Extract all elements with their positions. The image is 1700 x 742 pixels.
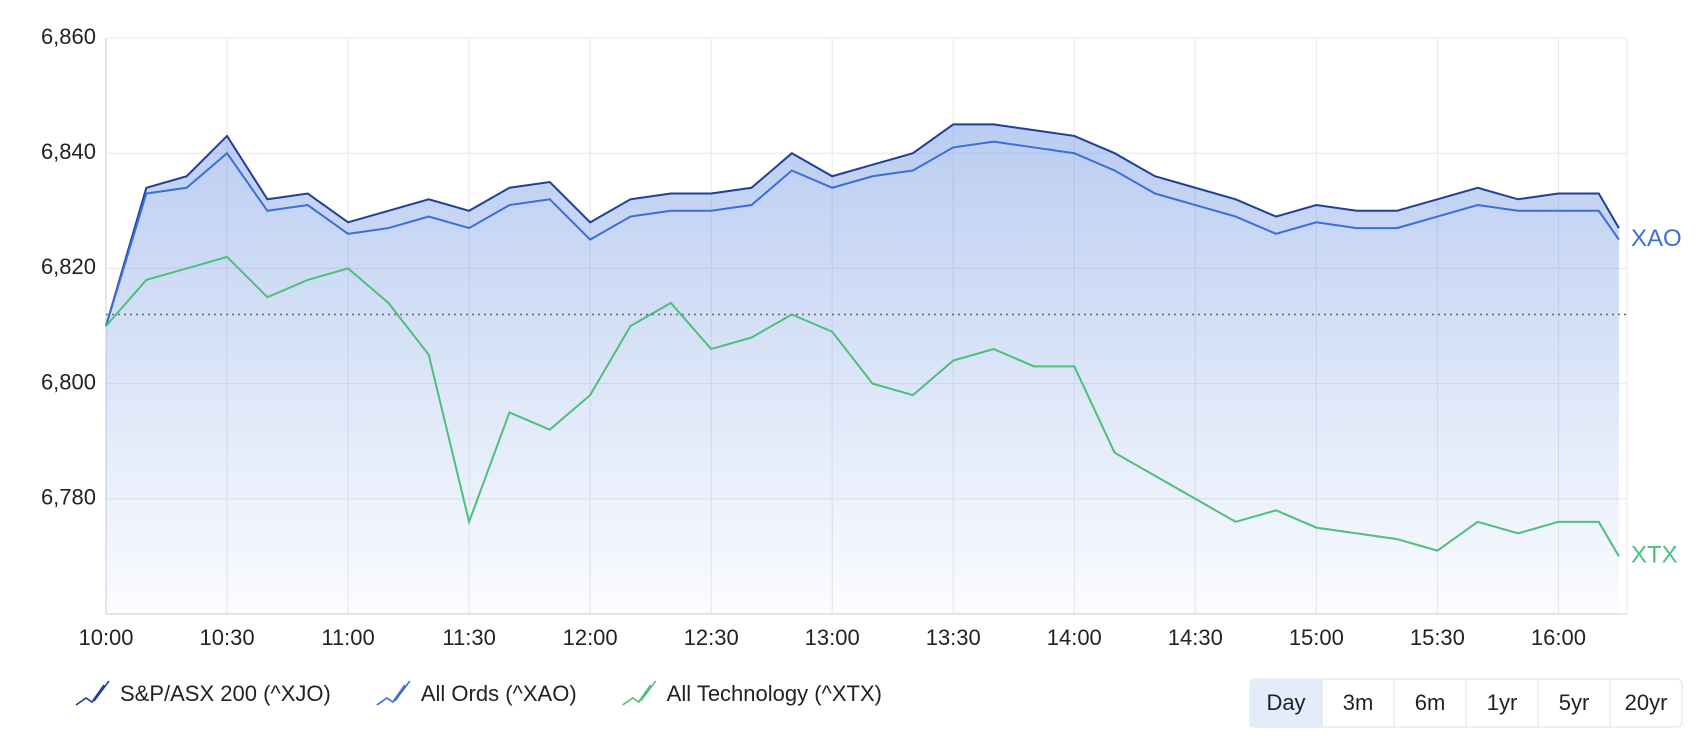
range-button[interactable]: Day [1250,679,1322,727]
range-button[interactable]: 1yr [1465,679,1538,727]
legend-label: S&P/ASX 200 (^XJO) [120,681,331,706]
range-button[interactable]: 20yr [1609,679,1682,727]
end-label: XTX [1631,542,1678,569]
y-tick-label: 6,860 [41,24,96,49]
x-tick-label: 15:30 [1410,625,1465,650]
x-tick-label: 10:30 [200,625,255,650]
x-tick-label: 12:30 [684,625,739,650]
range-button[interactable]: 3m [1321,679,1394,727]
x-tick-label: 15:00 [1289,625,1344,650]
x-tick-label: 12:00 [563,625,618,650]
range-label[interactable]: 3m [1343,690,1374,715]
x-tick-label: 11:30 [442,625,495,650]
x-tick-label: 16:00 [1531,625,1586,650]
legend-label: All Ords (^XAO) [421,681,577,706]
legend-icon [376,680,411,706]
line [105,255,1620,557]
line [105,123,1620,327]
range-label[interactable]: 5yr [1559,690,1590,715]
legend-label: All Technology (^XTX) [667,681,882,706]
y-tick-label: 6,800 [41,369,96,394]
x-tick-label: 11:00 [321,625,374,650]
legend-icon [75,680,110,706]
x-tick-label: 14:00 [1047,625,1102,650]
legend-icon [622,680,657,706]
range-button[interactable]: 6m [1393,679,1466,727]
x-tick-label: 13:30 [926,625,981,650]
range-button[interactable]: 5yr [1537,679,1610,727]
range-label[interactable]: 6m [1415,690,1446,715]
x-tick-label: 14:30 [1168,625,1223,650]
range-label[interactable]: 1yr [1487,690,1518,715]
y-tick-label: 6,780 [41,485,96,510]
range-button-bg[interactable] [1250,679,1322,727]
range-label[interactable]: Day [1266,690,1305,715]
x-tick-label: 10:00 [78,625,133,650]
range-label[interactable]: 20yr [1625,690,1668,715]
end-label: XAO [1631,225,1682,252]
x-tick-label: 13:00 [805,625,860,650]
y-tick-label: 6,840 [41,139,96,164]
line [105,140,1620,327]
y-tick-label: 6,820 [41,254,96,279]
